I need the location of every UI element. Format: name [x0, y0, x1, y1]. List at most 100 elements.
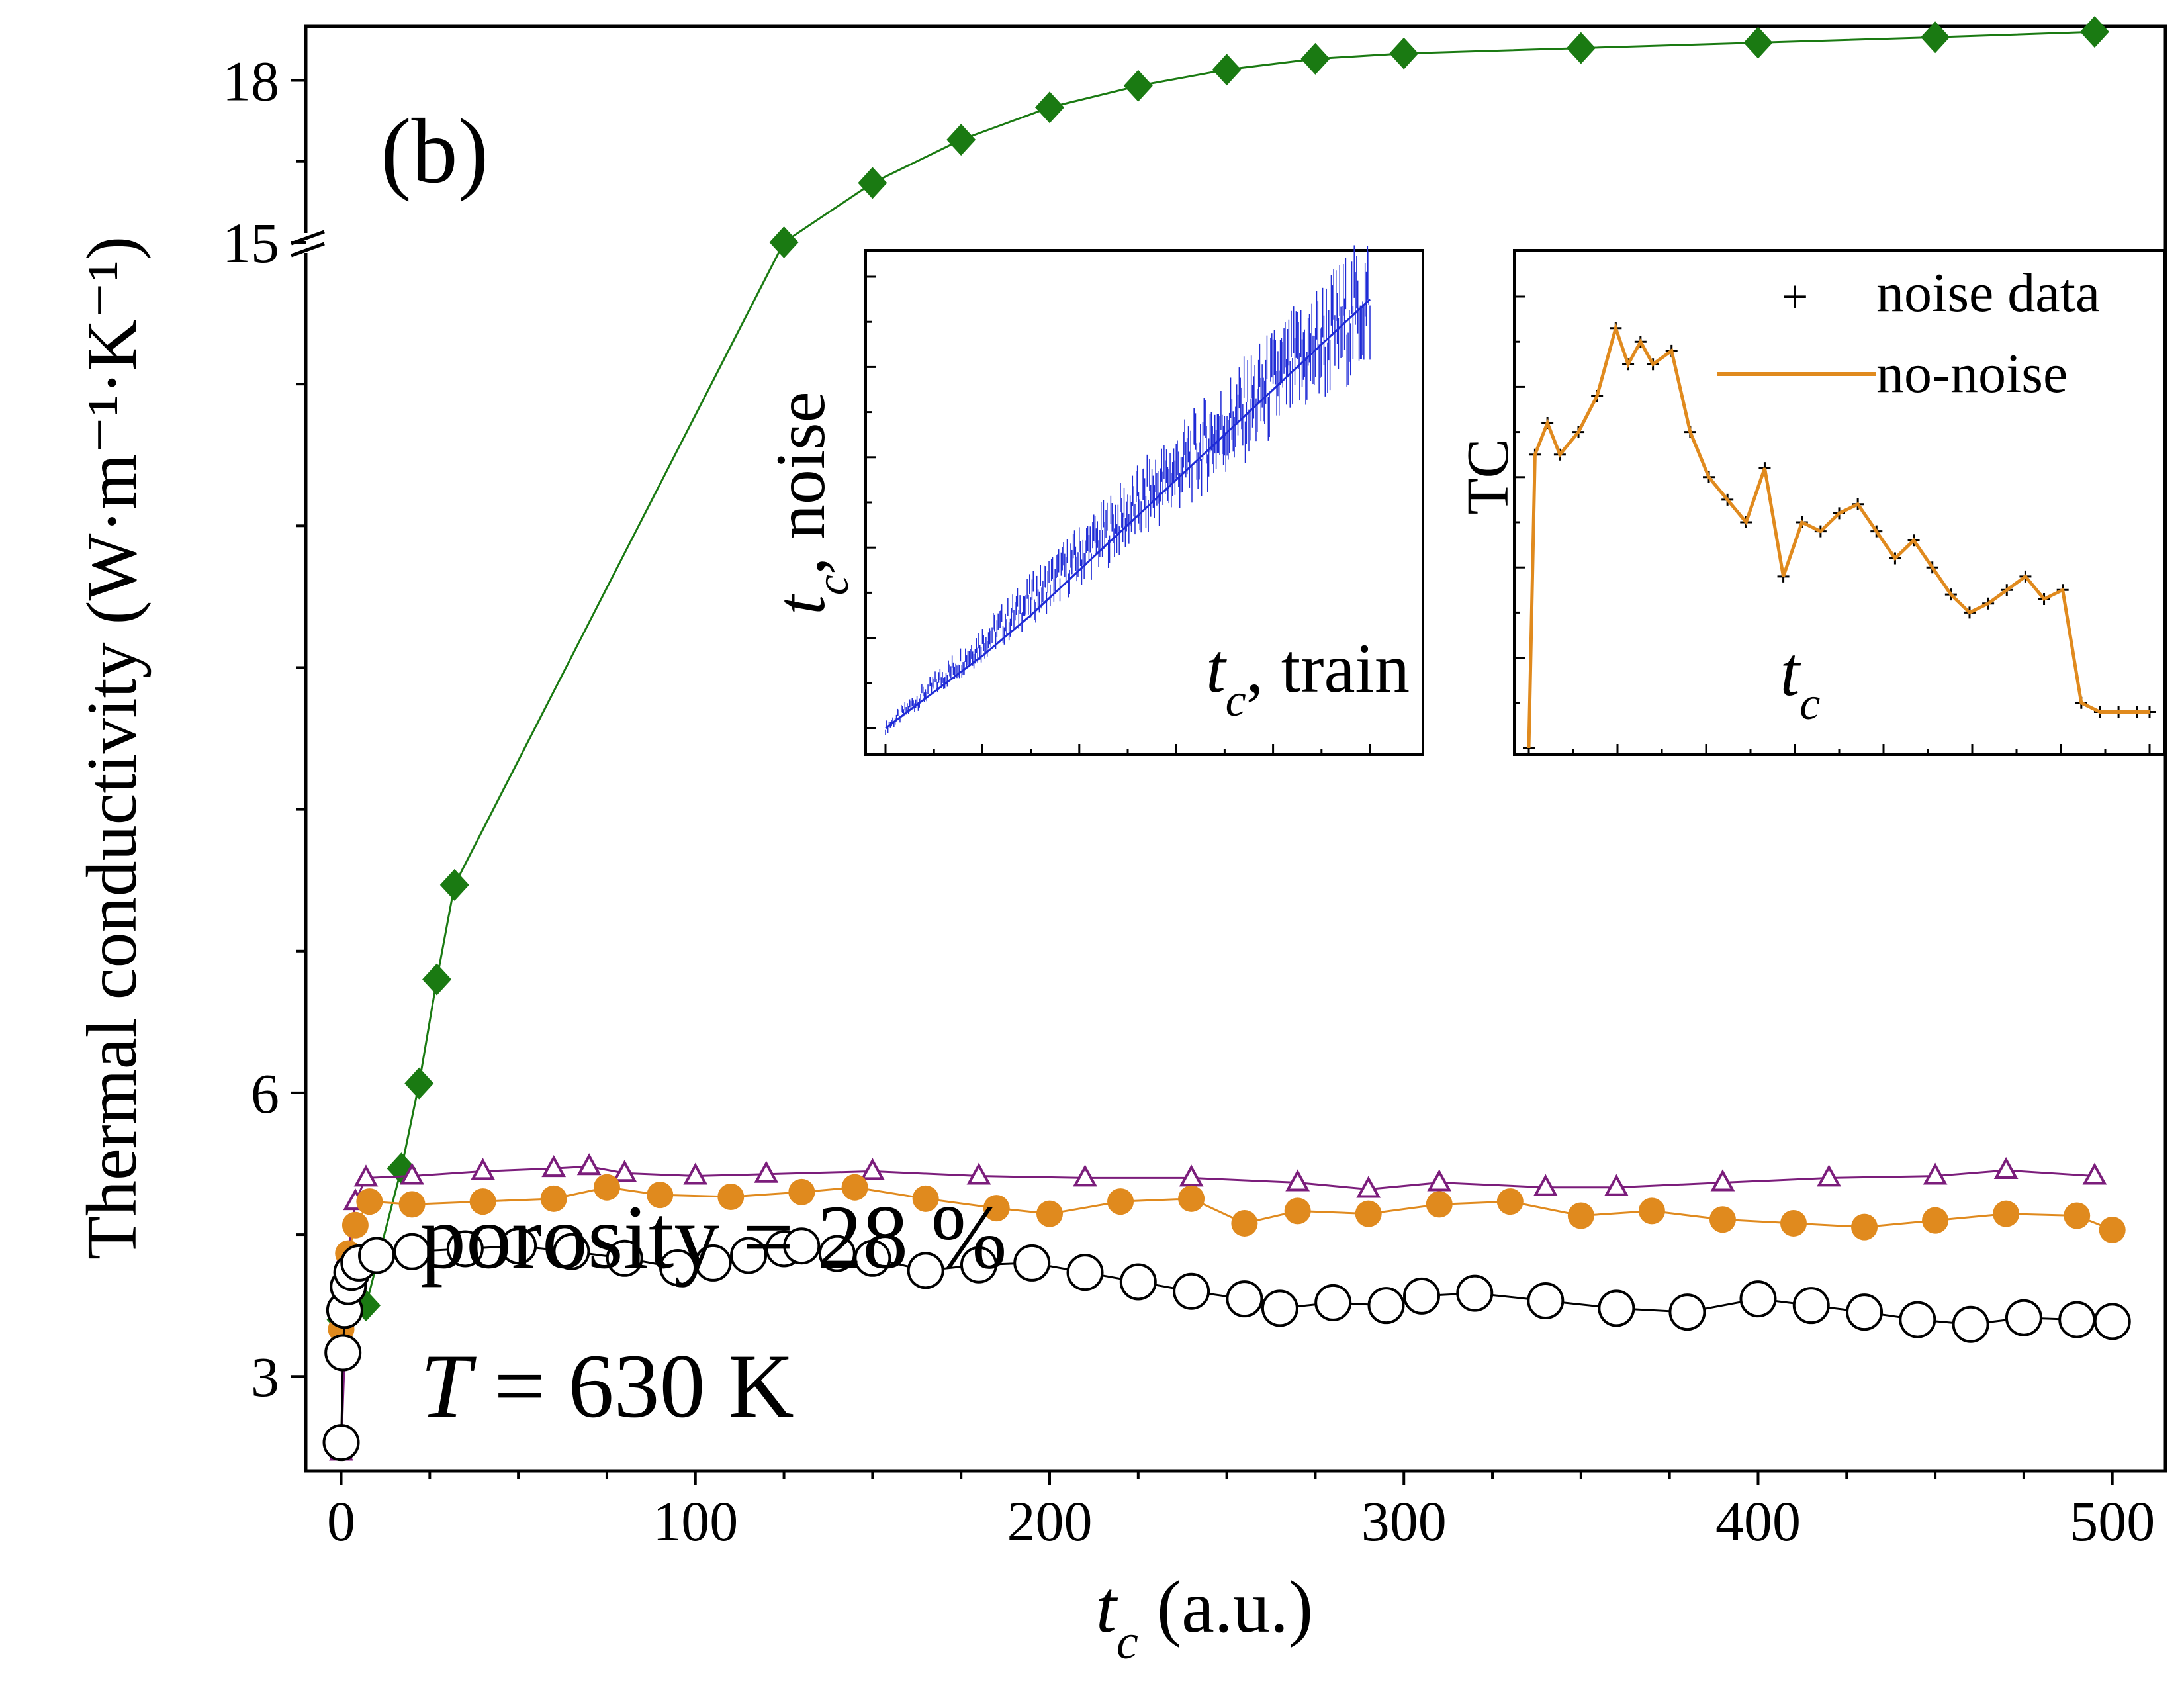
data-point-filled-circle [398, 1191, 426, 1218]
data-point-triangle [966, 1162, 991, 1185]
data-point-open-circle [1226, 1280, 1263, 1318]
data-point-filled-circle [1496, 1188, 1524, 1215]
x-tick-label: 100 [653, 1489, 738, 1553]
data-point-open-circle [1952, 1305, 1989, 1343]
temperature-var: T [420, 1335, 477, 1436]
data-point-triangle [1427, 1169, 1452, 1192]
data-point-open-circle [324, 1334, 362, 1372]
main-axis-ticks: 0 100 200 300 400 500 3 6 15 18 [222, 50, 2155, 1554]
data-point-filled-circle [469, 1188, 496, 1215]
data-point-filled-circle [1284, 1197, 1311, 1225]
data-point-open-circle [694, 1244, 732, 1282]
data-point-open-circle [1403, 1277, 1440, 1315]
y-tick-label: 18 [222, 50, 279, 113]
inset1-y-title: tc, noise [762, 391, 858, 614]
data-point-open-circle [1119, 1263, 1157, 1301]
data-point-diamond [946, 124, 976, 156]
series-line [340, 30, 2095, 1321]
data-point-triangle [1604, 1174, 1629, 1196]
data-point-triangle [1356, 1176, 1381, 1198]
data-point-diamond [1035, 91, 1064, 124]
data-point-open-circle [1668, 1293, 1706, 1331]
temperature-annotation: T = 630 K [420, 1335, 794, 1436]
data-point-filled-circle [1178, 1185, 1205, 1212]
data-point-open-circle [606, 1239, 643, 1277]
inset2-x-var: t [1780, 633, 1801, 710]
data-point-filled-circle [1780, 1209, 1807, 1237]
y-tick-label: 6 [251, 1062, 279, 1125]
data-point-filled-circle [788, 1178, 815, 1205]
inset-train-vs-noise: tc, train tc, noise [762, 245, 1424, 756]
data-point-filled-circle [1567, 1202, 1594, 1229]
data-point-open-circle [1846, 1293, 1884, 1331]
data-point-open-circle [322, 1424, 360, 1462]
data-point-open-circle [783, 1227, 821, 1265]
data-point-open-circle [2005, 1299, 2042, 1336]
data-point-open-circle [730, 1237, 768, 1274]
inset1-series [885, 245, 1371, 735]
x-tick-label: 200 [1007, 1489, 1093, 1553]
legend-clean-label: no-noise [1876, 343, 2068, 404]
legend-plus-symbol: + [1782, 270, 1809, 323]
inset1-y-rest: , noise [762, 391, 839, 575]
data-point-diamond [1566, 32, 1596, 64]
data-point-open-circle [1013, 1244, 1051, 1282]
data-point-open-circle [960, 1246, 997, 1284]
data-point-open-circle [1792, 1287, 1830, 1325]
data-point-diamond [1743, 26, 1773, 59]
data-point-diamond [439, 868, 469, 901]
data-point-triangle [541, 1155, 567, 1178]
data-point-triangle [1073, 1164, 1097, 1187]
inset1-x-sub: c [1226, 675, 1246, 726]
inset-noise-vs-clean: TC tc + noise data no-noise [1455, 249, 2165, 756]
data-point-filled-circle [356, 1188, 383, 1215]
data-point-triangle [683, 1162, 708, 1185]
data-point-filled-circle [1638, 1197, 1665, 1225]
porosity-annotation: porosity = 28 % [420, 1186, 1007, 1288]
inset1-y-var: t [762, 594, 839, 615]
data-point-open-circle [1899, 1301, 1936, 1338]
data-point-filled-circle [912, 1185, 939, 1212]
data-point-filled-circle [983, 1195, 1010, 1222]
data-point-open-circle [854, 1239, 891, 1277]
data-point-open-circle [659, 1249, 696, 1287]
data-point-filled-circle [1709, 1206, 1736, 1233]
data-point-filled-circle [2099, 1216, 2126, 1243]
data-point-diamond [1300, 42, 1330, 75]
inset2-x-sub: c [1799, 679, 1820, 729]
y-tick-label: 15 [222, 211, 279, 275]
data-point-diamond [1212, 54, 1242, 86]
data-point-triangle [471, 1158, 496, 1180]
data-point-triangle [576, 1153, 602, 1176]
data-point-diamond [2079, 16, 2109, 48]
inset2-legend: + noise data no-noise [1717, 262, 2100, 404]
data-point-filled-circle [1851, 1213, 1878, 1241]
data-point-filled-circle [1426, 1191, 1453, 1218]
data-point-open-circle [1739, 1280, 1777, 1318]
main-data-series [322, 16, 2131, 1462]
data-point-filled-circle [2064, 1202, 2091, 1229]
data-point-triangle [612, 1160, 637, 1182]
data-point-diamond [422, 963, 452, 996]
inset1-x-var: t [1206, 630, 1227, 707]
data-point-triangle [860, 1158, 885, 1180]
data-point-triangle [400, 1162, 424, 1185]
data-point-filled-circle [593, 1174, 620, 1201]
data-point-triangle [1993, 1156, 2019, 1179]
panel-label: (b) [381, 100, 488, 203]
temperature-value: = 630 K [471, 1335, 794, 1436]
data-point-open-circle [1066, 1254, 1104, 1291]
data-point-diamond [404, 1067, 434, 1100]
x-tick-label: 0 [327, 1489, 355, 1553]
data-point-triangle [353, 1164, 379, 1187]
data-point-open-circle [446, 1230, 484, 1268]
data-point-diamond [858, 167, 887, 199]
y-axis-title: Thermal conductivity (W·m⁻¹·K⁻¹) [73, 236, 152, 1260]
x-tick-label: 500 [2070, 1489, 2155, 1553]
data-point-open-circle [1261, 1289, 1298, 1327]
data-point-triangle [1285, 1169, 1310, 1192]
data-point-diamond [1123, 70, 1153, 102]
data-point-filled-circle [1993, 1200, 2020, 1227]
data-point-filled-circle [717, 1183, 745, 1210]
